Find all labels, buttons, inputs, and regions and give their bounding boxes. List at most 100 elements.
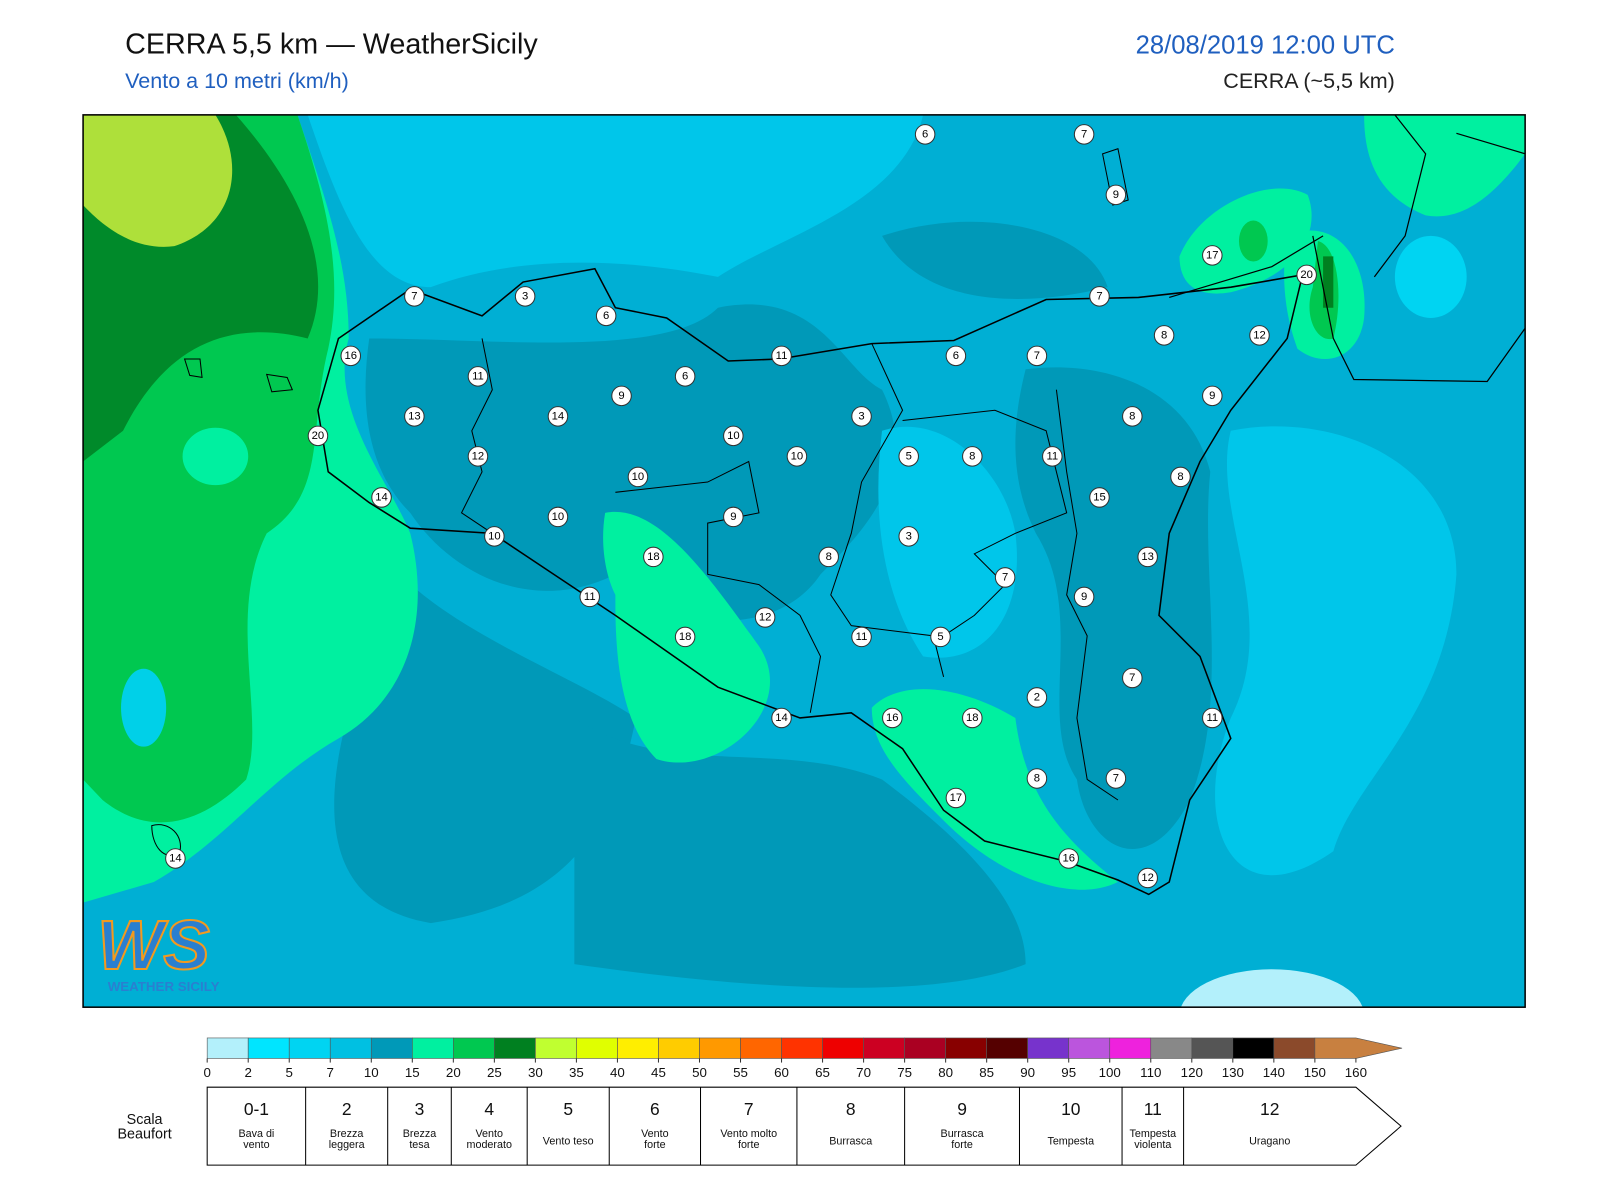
station-marker: [945, 345, 967, 367]
map-frame: [82, 114, 1526, 1008]
station-wind-label: 18: [966, 712, 979, 724]
model-label: CERRA (~5,5 km): [1223, 69, 1395, 93]
station-marker: [771, 345, 792, 367]
colorbar-tick-label: 70: [856, 1065, 871, 1080]
station-marker: [404, 286, 425, 307]
beaufort-description: forte: [644, 1139, 666, 1151]
logo-mark: WS: [97, 906, 209, 984]
station-wind-label: 7: [1081, 128, 1087, 140]
station-marker: [994, 567, 1016, 588]
station-wind-label: 13: [408, 410, 421, 422]
station-wind-label: 6: [682, 370, 688, 382]
colorbar-tick-label: 40: [610, 1065, 625, 1080]
station-wind-label: 10: [727, 430, 740, 442]
station-marker: [723, 425, 744, 447]
station-wind-label: 13: [1141, 551, 1154, 563]
colorbar: 0 2 5 7 10 15 20 25 30 35 40 45 50 55 60 65 70 75 80 85 90 95…: [203, 1037, 1403, 1080]
field: [83, 114, 233, 247]
station-marker: [851, 626, 872, 648]
station-wind-label: 7: [1129, 672, 1135, 684]
colorbar-tick-label: 45: [651, 1065, 666, 1080]
colorbar-tick-label: 65: [815, 1065, 830, 1080]
colorbar-tick-label: 160: [1345, 1065, 1367, 1080]
colorbar-tick-label: 80: [938, 1065, 953, 1080]
station-wind-label: 9: [1081, 591, 1087, 603]
colorbar-tick-label: 35: [569, 1065, 584, 1080]
colorbar-tick-label: 7: [327, 1065, 334, 1080]
station-marker: [1122, 406, 1143, 427]
station-wind-label: 16: [1062, 852, 1075, 864]
map: [83, 114, 1526, 1008]
colorbar-tick-label: 30: [528, 1065, 543, 1080]
station-marker: [1073, 124, 1095, 145]
station-marker: [371, 487, 392, 508]
title: CERRA 5,5 km — WeatherSicily: [125, 28, 538, 60]
beaufort-description: Burrasca: [829, 1136, 872, 1148]
station-wind-label: 6: [953, 350, 959, 362]
station-wind-label: 20: [312, 430, 325, 442]
station-wind-label: 17: [950, 792, 963, 804]
station-marker: [1202, 385, 1223, 407]
subtitle: Vento a 10 metri (km/h): [125, 69, 349, 93]
colorbar-tick-label: 2: [244, 1065, 251, 1080]
station-marker: [1202, 707, 1223, 729]
station-wind-label: 7: [1096, 290, 1102, 302]
station-marker: [547, 406, 569, 427]
station-wind-label: 10: [552, 511, 565, 523]
station-marker: [484, 526, 505, 547]
station-marker: [514, 286, 536, 307]
colorbar-tick-label: 10: [364, 1065, 379, 1080]
beaufort-description: Brezza: [403, 1128, 436, 1140]
beaufort-description: Vento: [475, 1128, 503, 1140]
station-marker: [914, 124, 936, 145]
station-wind-label: 12: [759, 611, 772, 623]
logo-text: WEATHER SICILY: [108, 979, 220, 994]
station-wind-label: 9: [1113, 189, 1119, 201]
beaufort-force: 12: [1260, 1099, 1279, 1119]
field: [307, 114, 924, 288]
station-marker: [898, 446, 919, 467]
colorbar-tick-label: 110: [1140, 1065, 1161, 1080]
beaufort-label: Scala: [127, 1112, 163, 1128]
field: [1215, 426, 1457, 876]
station-wind-label: 8: [826, 551, 832, 563]
colorbar-tick-label: 120: [1181, 1065, 1203, 1080]
station-wind-label: 8: [1129, 410, 1135, 422]
station-wind-label: 5: [906, 450, 912, 462]
station-marker: [1296, 264, 1317, 286]
colorbar-segment: [288, 1037, 331, 1059]
colorbar-tick-label: 90: [1020, 1065, 1035, 1080]
beaufort-force: 6: [650, 1099, 660, 1119]
station-wind-label: 16: [886, 712, 899, 724]
beaufort-description: Burrasca: [941, 1128, 984, 1140]
beaufort-force: 0-1: [244, 1099, 269, 1119]
station-marker: [1249, 325, 1270, 346]
colorbar-tick-label: 20: [446, 1065, 461, 1080]
station-marker: [1137, 867, 1158, 889]
station-marker: [945, 787, 967, 809]
station-marker: [611, 385, 632, 407]
station-marker: [1026, 687, 1048, 708]
station-wind-label: 11: [856, 631, 868, 643]
field: [1180, 969, 1363, 1008]
station-wind-label: 2: [1034, 691, 1040, 703]
field: [334, 574, 636, 924]
field: [1364, 114, 1526, 217]
island: [151, 148, 1129, 856]
station-labels: 6 7 9 17 20 7 3 6 7 16 11 6 7 8 12 11 6 9 9 13 14 3 8 20 10 12 10 5…: [165, 124, 1317, 889]
station-wind-label: 7: [411, 290, 417, 302]
station-wind-label: 6: [603, 310, 609, 322]
beaufort-description: Uragano: [1249, 1136, 1290, 1148]
station-marker: [1153, 325, 1175, 346]
station-wind-label: 11: [472, 370, 484, 382]
field: [1394, 235, 1467, 318]
colorbar-segment: [1191, 1037, 1234, 1059]
station-marker: [771, 707, 792, 729]
beaufort-description: Vento molto: [720, 1128, 777, 1140]
station-marker: [898, 526, 919, 547]
station-wind-label: 7: [1002, 571, 1008, 583]
station-wind-label: 14: [552, 410, 565, 422]
colorbar-segment: [740, 1037, 782, 1059]
colorbar-tick-label: 140: [1263, 1065, 1285, 1080]
colorbar-segment: [904, 1037, 946, 1059]
